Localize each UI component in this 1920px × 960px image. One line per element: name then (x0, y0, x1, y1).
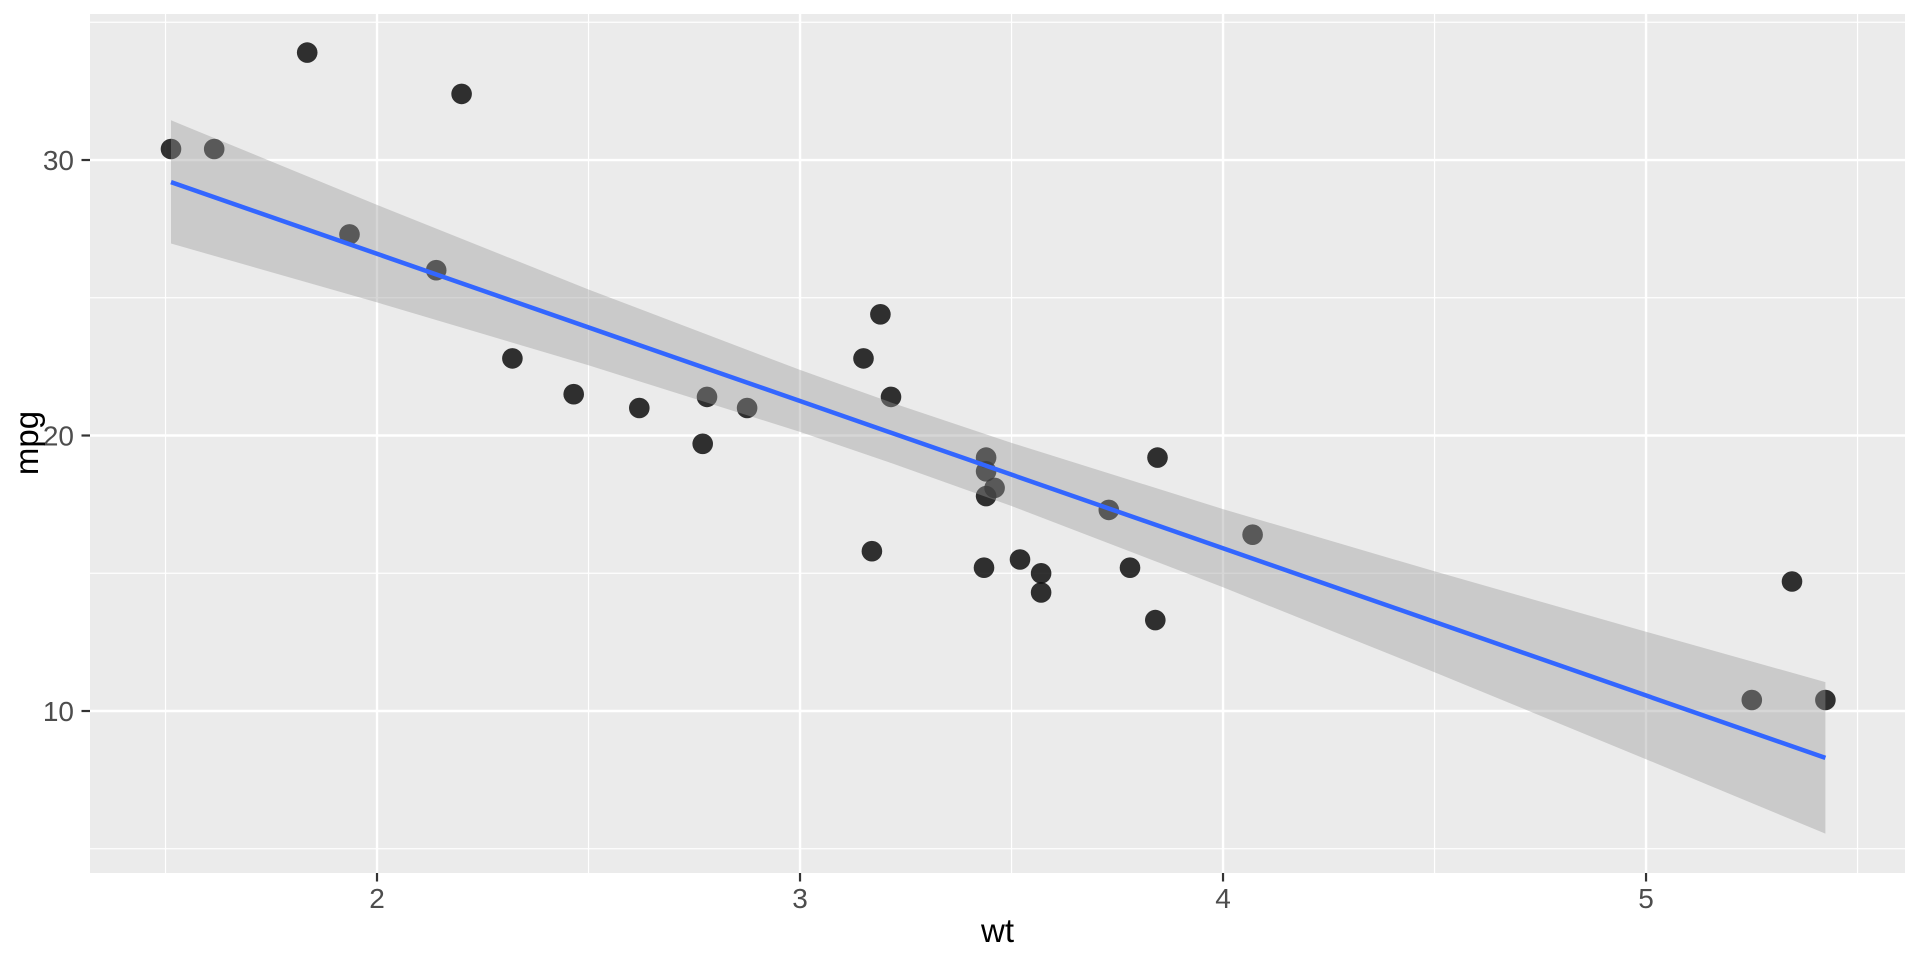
data-point (1009, 549, 1031, 570)
data-point (451, 83, 472, 105)
data-point (160, 138, 182, 160)
data-point (502, 348, 523, 369)
data-point (563, 383, 584, 405)
data-point (880, 386, 902, 408)
gridlines-major (90, 14, 1905, 873)
data-point (1781, 571, 1803, 592)
data-point (1242, 524, 1263, 545)
data-point (1145, 609, 1166, 631)
data-point (736, 397, 758, 419)
data-point (1119, 557, 1141, 578)
x-tick-label: 4 (1215, 883, 1231, 914)
axis-tick-marks (81, 158, 1648, 882)
confidence-ribbon (171, 120, 1826, 834)
data-point (339, 224, 360, 245)
data-point (870, 304, 891, 325)
y-tick-label: 20 (43, 421, 74, 452)
regression-line (170, 179, 1827, 761)
axis-tick-labels: 2 3 4 5 10 20 30 (43, 145, 1654, 914)
data-point (973, 557, 995, 578)
data-point (1030, 563, 1052, 584)
panel-background (90, 14, 1905, 873)
gridlines-minor (90, 14, 1905, 873)
data-point (1741, 689, 1763, 711)
data-points (160, 42, 1836, 711)
x-tick-label: 5 (1638, 883, 1654, 914)
x-axis-title: wt (981, 912, 1014, 949)
x-tick-label: 2 (369, 883, 385, 914)
data-point (853, 348, 874, 369)
data-point (629, 397, 650, 419)
y-tick-label: 30 (43, 145, 74, 176)
data-point (203, 138, 225, 160)
data-point (975, 485, 997, 507)
data-point (1815, 689, 1836, 711)
data-point (696, 386, 718, 408)
data-point (692, 433, 713, 455)
data-point (861, 540, 883, 562)
y-axis-title: mpg (8, 410, 45, 476)
y-tick-label: 10 (43, 696, 74, 727)
data-point (1147, 447, 1168, 468)
data-point (296, 42, 318, 63)
x-tick-label: 3 (792, 883, 808, 914)
data-point (1030, 582, 1052, 603)
